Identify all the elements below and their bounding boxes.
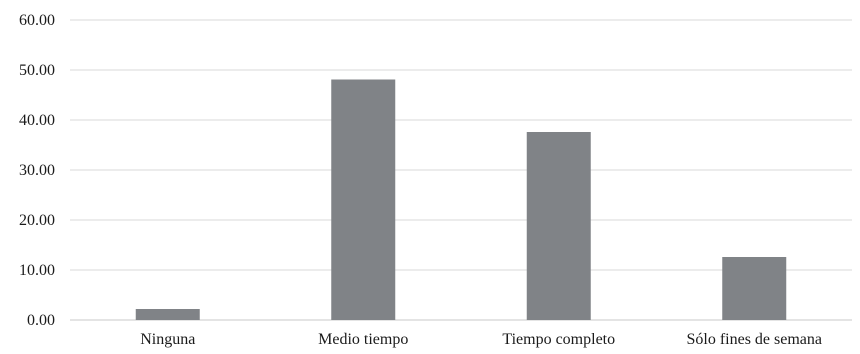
bar: [526, 132, 591, 320]
y-tick-label: 20.00: [19, 212, 55, 229]
x-axis-category-labels: Ninguna Medio tiempo Tiempo completo Sólo f…: [140, 331, 822, 348]
bar: [135, 309, 200, 320]
bars: [135, 79, 787, 320]
y-tick-label: 40.00: [19, 112, 55, 129]
x-category-label: Medio tiempo: [318, 331, 408, 348]
bar: [331, 79, 396, 320]
bar: [722, 257, 787, 320]
x-category-label: Ninguna: [140, 331, 195, 348]
y-tick-label: 60.00: [19, 12, 55, 29]
y-tick-label: 50.00: [19, 62, 55, 79]
y-tick-label: 10.00: [19, 262, 55, 279]
x-category-label: Tiempo completo: [502, 331, 615, 348]
y-tick-label: 0.00: [27, 312, 55, 329]
x-category-label: Sólo fines de semana: [686, 331, 822, 348]
y-axis-tick-labels: 0.00 10.00 20.00 30.00 40.00 50.00 60.00: [19, 12, 55, 329]
y-tick-label: 30.00: [19, 162, 55, 179]
gridlines: [70, 19, 852, 321]
